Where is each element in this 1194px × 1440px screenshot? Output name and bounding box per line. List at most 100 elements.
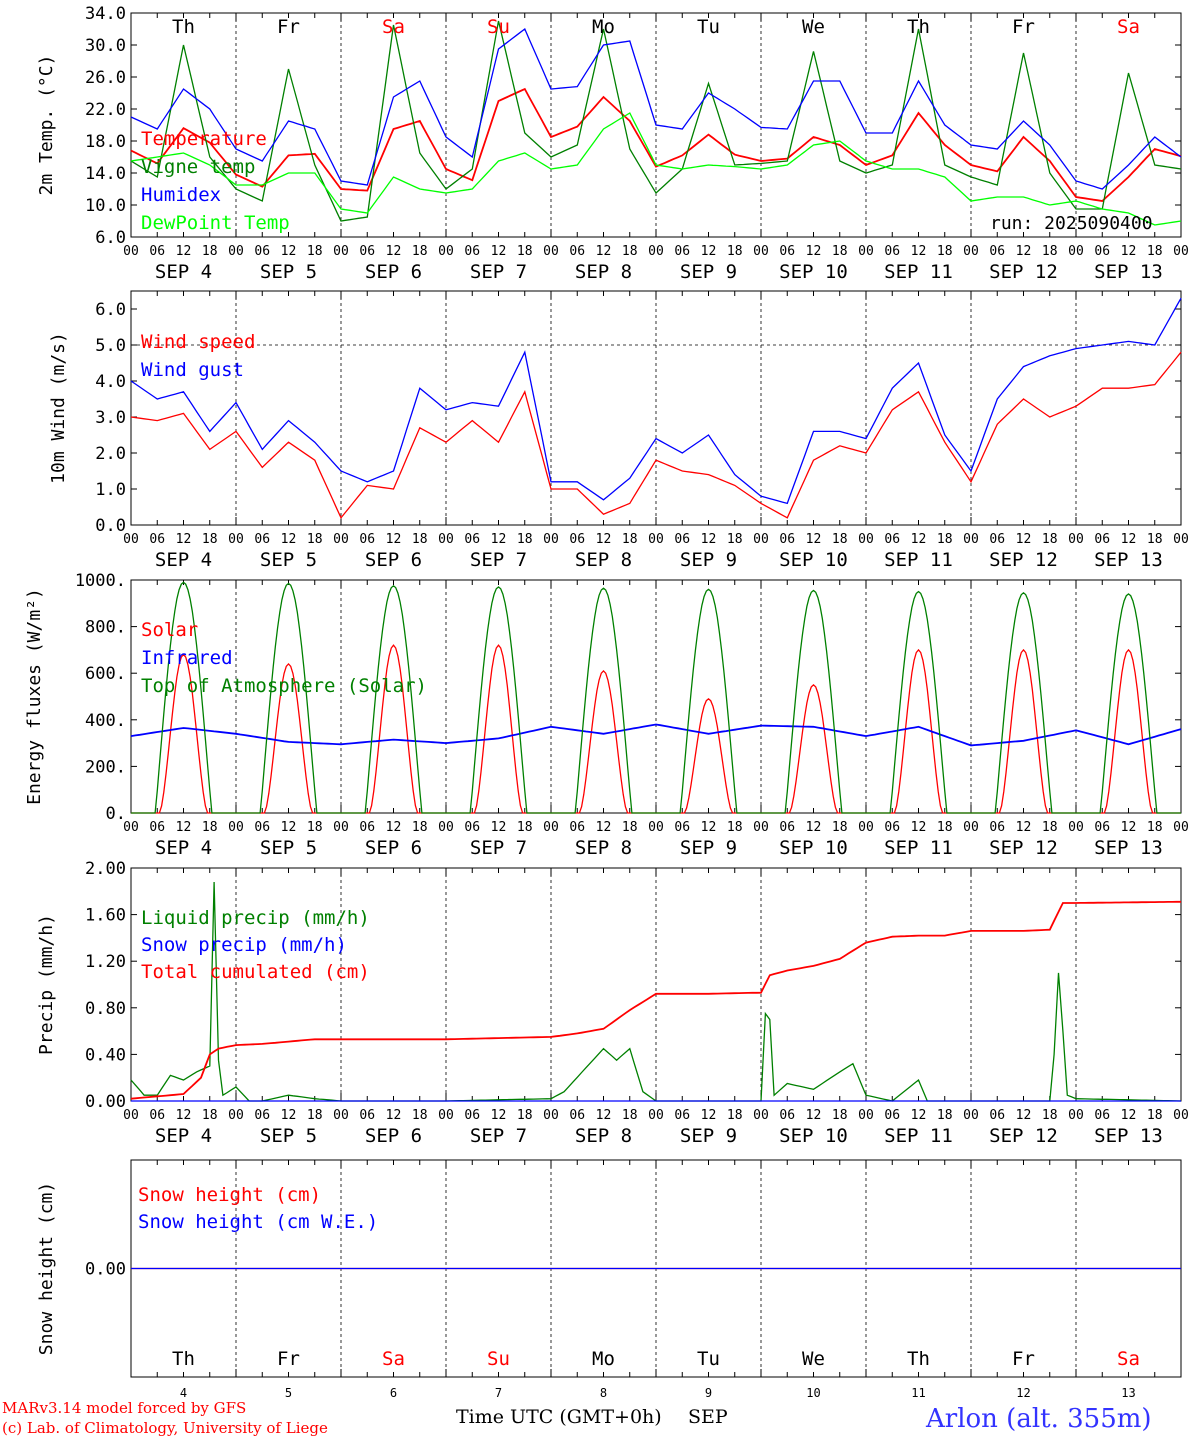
x-hour-label: 18 xyxy=(622,532,638,547)
y-tick-label: 22.0 xyxy=(85,100,126,120)
x-date-label: SEP 8 xyxy=(575,1125,632,1147)
x-hour-label: 18 xyxy=(937,244,953,259)
x-hour-label: 18 xyxy=(517,244,533,259)
day-name-label: Sa xyxy=(1117,16,1140,38)
y-axis-label: Precip (mm/h) xyxy=(36,914,57,1055)
day-number-label: 6 xyxy=(390,1386,397,1400)
x-hour-label: 12 xyxy=(386,244,402,259)
x-hour-label: 00 xyxy=(858,532,874,547)
y-tick-label: 6.0 xyxy=(95,228,126,248)
x-hour-label: 00 xyxy=(438,532,454,547)
x-hour-label: 12 xyxy=(491,532,507,547)
day-name-label: Tu xyxy=(697,16,720,38)
x-hour-label: 18 xyxy=(727,532,743,547)
x-hour-label: 06 xyxy=(674,820,690,835)
y-tick-label: 3.0 xyxy=(95,408,126,428)
legend-entry: Temperature xyxy=(141,128,267,150)
x-hour-label: 18 xyxy=(202,820,218,835)
x-hour-label: 12 xyxy=(281,1108,297,1123)
x-hour-label: 18 xyxy=(517,532,533,547)
legend-entry: Snow height (cm) xyxy=(138,1184,321,1206)
x-hour-label: 12 xyxy=(806,1108,822,1123)
x-hour-label: 06 xyxy=(254,1108,270,1123)
day-name-label: Sa xyxy=(382,1348,405,1370)
x-hour-label: 06 xyxy=(1094,532,1110,547)
x-hour-label: 18 xyxy=(307,244,323,259)
x-hour-label: 00 xyxy=(1068,532,1084,547)
x-hour-label: 12 xyxy=(806,820,822,835)
x-hour-label: 06 xyxy=(989,1108,1005,1123)
x-hour-label: 00 xyxy=(1173,532,1189,547)
x-date-label: SEP 4 xyxy=(155,549,212,571)
x-hour-label: 12 xyxy=(701,532,717,547)
y-tick-label: 0.00 xyxy=(85,1260,126,1280)
x-hour-label: 06 xyxy=(779,532,795,547)
y-tick-label: 10.0 xyxy=(85,196,126,216)
x-hour-label: 06 xyxy=(254,532,270,547)
x-hour-label: 18 xyxy=(1147,244,1163,259)
series-top-of-atmosphere-solar xyxy=(131,581,1181,814)
day-name-label: Sa xyxy=(382,16,405,38)
x-hour-label: 12 xyxy=(701,820,717,835)
x-date-label: SEP 4 xyxy=(155,837,212,859)
day-name-label: Tu xyxy=(697,1348,720,1370)
legend-entry: Snow height (cm W.E.) xyxy=(138,1211,378,1233)
x-hour-label: 12 xyxy=(701,1108,717,1123)
y-tick-label: 600. xyxy=(85,664,126,684)
day-number-label: 5 xyxy=(285,1386,292,1400)
x-hour-label: 18 xyxy=(517,1108,533,1123)
x-hour-label: 00 xyxy=(648,244,664,259)
x-hour-label: 00 xyxy=(858,1108,874,1123)
day-name-label: We xyxy=(802,1348,825,1370)
y-tick-label: 0.00 xyxy=(85,1092,126,1112)
y-tick-label: 34.0 xyxy=(85,4,126,24)
x-date-label: SEP 6 xyxy=(365,549,422,571)
y-tick-label: 18.0 xyxy=(85,132,126,152)
x-hour-label: 00 xyxy=(123,244,139,259)
x-hour-label: 06 xyxy=(464,244,480,259)
x-hour-label: 18 xyxy=(622,244,638,259)
x-hour-label: 00 xyxy=(543,244,559,259)
panel-2: 0.0 1.0 2.0 3.0 4.0 5.0 6.0 10m Wind (m/s) 00 06 1… xyxy=(48,290,1189,571)
day-number-label: 11 xyxy=(911,1386,925,1400)
month-label: SEP xyxy=(688,1406,728,1428)
x-hour-label: 18 xyxy=(727,244,743,259)
x-hour-label: 00 xyxy=(1068,820,1084,835)
x-hour-label: 00 xyxy=(333,1108,349,1123)
legend-entry: Top of Atmosphere (Solar) xyxy=(141,675,427,697)
x-hour-label: 06 xyxy=(884,532,900,547)
day-name-label: Su xyxy=(487,16,510,38)
x-hour-label: 06 xyxy=(1094,244,1110,259)
panel-5: 0.00 Snow height (cm) Snow height (cm) Snow… xyxy=(36,1159,1182,1400)
x-hour-label: 06 xyxy=(989,820,1005,835)
y-tick-label: 0. xyxy=(106,804,126,824)
x-date-label: SEP 7 xyxy=(470,549,527,571)
x-hour-label: 00 xyxy=(858,820,874,835)
x-date-label: SEP 12 xyxy=(989,549,1058,571)
day-name-label: Th xyxy=(172,16,195,38)
x-date-label: SEP 9 xyxy=(680,549,737,571)
x-hour-label: 18 xyxy=(937,1108,953,1123)
x-hour-label: 12 xyxy=(1016,532,1032,547)
y-tick-label: 4.0 xyxy=(95,372,126,392)
x-hour-label: 06 xyxy=(464,820,480,835)
x-hour-label: 06 xyxy=(674,532,690,547)
x-hour-label: 12 xyxy=(596,244,612,259)
x-hour-label: 06 xyxy=(149,820,165,835)
day-name-label: Fr xyxy=(1012,16,1035,38)
x-date-label: SEP 10 xyxy=(779,1125,848,1147)
x-hour-label: 06 xyxy=(884,1108,900,1123)
series-total-cumulated-cm xyxy=(130,900,1181,1100)
x-date-label: SEP 13 xyxy=(1094,837,1163,859)
x-hour-label: 18 xyxy=(832,532,848,547)
x-hour-label: 18 xyxy=(832,244,848,259)
x-hour-label: 06 xyxy=(989,532,1005,547)
x-date-label: SEP 4 xyxy=(155,1125,212,1147)
x-hour-label: 18 xyxy=(412,244,428,259)
y-tick-label: 400. xyxy=(85,711,126,731)
x-hour-label: 18 xyxy=(1147,820,1163,835)
day-number-label: 8 xyxy=(600,1386,607,1400)
x-hour-label: 06 xyxy=(674,1108,690,1123)
x-hour-label: 12 xyxy=(911,820,927,835)
x-hour-label: 00 xyxy=(753,1108,769,1123)
